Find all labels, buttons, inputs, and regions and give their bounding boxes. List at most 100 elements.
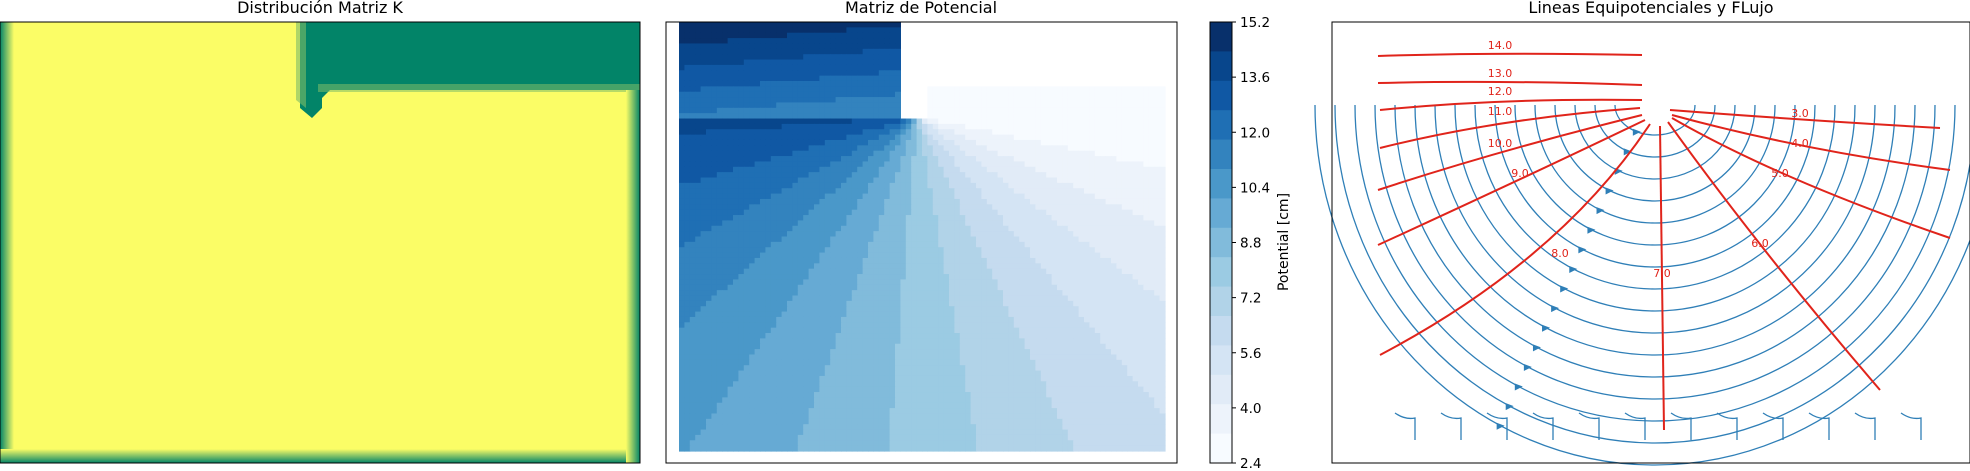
potential-cell xyxy=(722,279,729,286)
potential-cell xyxy=(700,43,707,50)
potential-cell xyxy=(684,91,691,98)
potential-cell xyxy=(1024,268,1031,275)
potential-cell xyxy=(716,311,723,318)
potential-cell xyxy=(1105,295,1112,302)
potential-cell xyxy=(814,279,820,286)
potential-cell xyxy=(814,284,820,291)
potential-cell xyxy=(1035,338,1042,345)
potential-cell xyxy=(787,107,793,114)
potential-cell xyxy=(787,59,793,66)
potential-cell xyxy=(954,118,961,125)
potential-cell xyxy=(895,188,901,195)
potential-cell xyxy=(841,290,847,297)
potential-cell xyxy=(986,118,993,125)
potential-cell xyxy=(911,231,918,238)
potential-cell xyxy=(819,225,826,232)
potential-cell xyxy=(1062,295,1069,302)
potential-cell xyxy=(1057,225,1063,232)
potential-cell xyxy=(1013,204,1020,211)
potential-cell xyxy=(862,102,869,109)
potential-cell xyxy=(997,343,1004,350)
potential-cell xyxy=(835,193,842,200)
potential-cell xyxy=(1040,172,1047,179)
potential-cell xyxy=(776,209,783,216)
potential-cell xyxy=(862,97,869,104)
potential-cell xyxy=(711,236,718,243)
potential-cell xyxy=(760,22,766,28)
potential-cell xyxy=(997,129,1004,136)
potential-cell xyxy=(1067,215,1074,222)
potential-cell xyxy=(954,166,961,173)
potential-cell xyxy=(1019,295,1026,302)
potential-cell xyxy=(949,274,955,280)
potential-cell xyxy=(916,263,923,270)
potential-cell xyxy=(689,268,696,275)
potential-cell xyxy=(889,204,896,211)
potential-cell xyxy=(1051,268,1058,275)
potential-cell xyxy=(1121,263,1128,270)
potential-cell xyxy=(770,27,777,34)
potential-cell xyxy=(981,156,988,163)
potential-cell xyxy=(1105,306,1112,313)
potential-cell xyxy=(997,134,1004,141)
potential-cell xyxy=(1067,327,1074,334)
potential-cell xyxy=(824,241,831,248)
potential-cell xyxy=(1013,123,1020,130)
potential-cell xyxy=(965,349,972,356)
potential-cell xyxy=(733,252,739,259)
potential-cell xyxy=(949,322,955,329)
potential-cell xyxy=(716,252,723,259)
potential-cell xyxy=(1132,188,1139,195)
potential-cell xyxy=(814,38,820,45)
potential-cell xyxy=(1116,134,1123,141)
potential-cell xyxy=(1089,295,1096,302)
potential-cell xyxy=(765,172,772,179)
potential-cell xyxy=(733,70,739,77)
potential-cell xyxy=(1013,247,1020,254)
potential-cell xyxy=(1067,123,1074,130)
potential-cell xyxy=(1121,274,1128,280)
potential-cell xyxy=(1035,333,1042,339)
potential-cell xyxy=(803,70,810,77)
potential-cell xyxy=(727,284,734,291)
potential-cell xyxy=(997,274,1004,280)
potential-cell xyxy=(835,252,842,259)
potential-cell xyxy=(781,322,788,329)
potential-cell xyxy=(1127,295,1134,302)
potential-cell xyxy=(889,22,896,28)
potential-cell xyxy=(711,182,718,189)
potential-cell xyxy=(1073,188,1080,195)
potential-cell xyxy=(738,284,745,291)
potential-cell xyxy=(949,257,955,264)
potential-cell xyxy=(895,236,901,243)
potential-cell xyxy=(1089,129,1096,136)
potential-cell xyxy=(1084,188,1090,195)
potential-cell xyxy=(1019,268,1026,275)
potential-cell xyxy=(814,161,820,168)
potential-cell xyxy=(1057,145,1063,152)
potential-cell xyxy=(938,209,945,216)
potential-cell xyxy=(846,333,853,339)
potential-cell xyxy=(824,177,831,184)
potential-cell xyxy=(679,38,685,45)
potential-cell xyxy=(1132,150,1139,157)
potential-cell xyxy=(814,343,820,350)
potential-cell xyxy=(711,225,718,232)
potential-cell xyxy=(1111,123,1117,130)
potential-cell xyxy=(819,300,826,307)
potential-cell xyxy=(1051,274,1058,280)
potential-cell xyxy=(824,333,831,339)
potential-cell xyxy=(679,252,685,259)
potential-cell xyxy=(814,166,820,173)
potential-cell xyxy=(689,113,696,120)
potential-cell xyxy=(862,75,869,82)
potential-cell xyxy=(830,123,837,130)
potential-cell xyxy=(976,247,982,254)
potential-cell xyxy=(781,338,788,345)
potential-cell xyxy=(927,198,934,205)
potential-cell xyxy=(911,343,918,350)
potential-cell xyxy=(1040,118,1047,125)
potential-cell xyxy=(760,32,766,39)
potential-cell xyxy=(1132,284,1139,291)
potential-cell xyxy=(1121,215,1128,222)
